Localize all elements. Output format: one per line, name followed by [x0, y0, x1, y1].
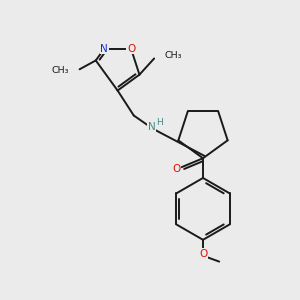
Text: O: O	[172, 164, 181, 173]
Text: CH₃: CH₃	[164, 51, 182, 60]
Text: O: O	[199, 249, 207, 259]
Text: CH₃: CH₃	[52, 66, 69, 75]
Text: N: N	[148, 122, 155, 132]
Text: N: N	[100, 44, 108, 54]
Text: O: O	[127, 44, 135, 54]
Text: H: H	[156, 118, 163, 127]
